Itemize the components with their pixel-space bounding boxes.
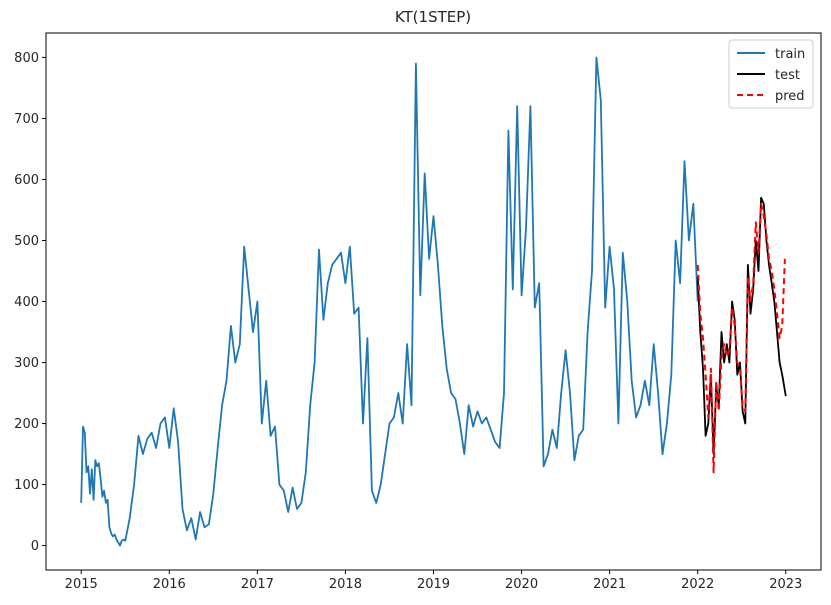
- legend-label-pred: pred: [775, 89, 805, 104]
- x-tick-label-2023: 2023: [769, 577, 802, 592]
- legend-box: [728, 39, 814, 109]
- x-tick-label-2016: 2016: [153, 577, 186, 592]
- series-line-train: [80, 56, 699, 547]
- y-tick-label-700: 700: [14, 112, 39, 127]
- y-tick-label-0: 0: [31, 539, 39, 554]
- chart-title: KT(1STEP): [395, 8, 471, 26]
- legend-label-test: test: [775, 68, 800, 83]
- series-layer: [80, 56, 787, 547]
- x-tick-label-2018: 2018: [329, 577, 362, 592]
- y-tick-label-600: 600: [14, 173, 39, 188]
- axes-layer: 2015 2016 2017 2018 2019 2020 2021 2022 2023 0 100…: [14, 32, 822, 592]
- legend: train test pred: [728, 39, 814, 109]
- series-line-test: [696, 196, 787, 456]
- series-line-pred: [696, 202, 786, 474]
- y-tick-label-500: 500: [14, 234, 39, 249]
- legend-label-train: train: [775, 47, 805, 62]
- x-tick-label-2020: 2020: [505, 577, 538, 592]
- y-tick-label-800: 800: [14, 51, 39, 66]
- x-tick-label-2019: 2019: [417, 577, 450, 592]
- x-tick-label-2022: 2022: [681, 577, 714, 592]
- y-tick-label-300: 300: [14, 356, 39, 371]
- x-tick-label-2017: 2017: [241, 577, 274, 592]
- x-tick-label-2021: 2021: [593, 577, 626, 592]
- y-tick-label-400: 400: [14, 295, 39, 310]
- y-tick-label-200: 200: [14, 417, 39, 432]
- x-tick-label-2015: 2015: [65, 577, 98, 592]
- y-tick-label-100: 100: [14, 478, 39, 493]
